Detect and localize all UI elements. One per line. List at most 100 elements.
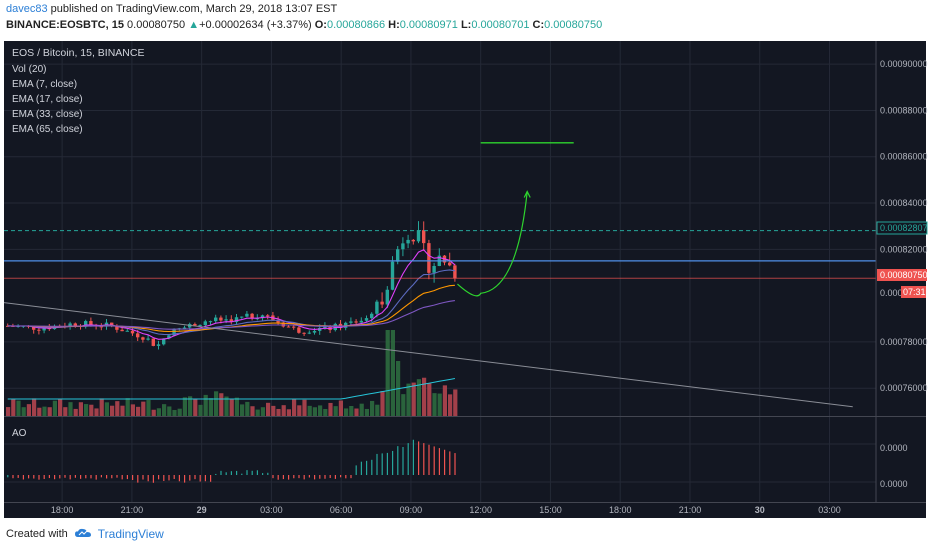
price-chart[interactable]: 0.00090000 0.00088000 0.00086000 0.00084000… (0, 37, 932, 521)
volume-bar (292, 399, 297, 416)
ao-bar (350, 475, 352, 479)
ao-bar (438, 448, 440, 475)
volume-bar (390, 330, 395, 416)
ao-bar (433, 446, 435, 475)
ao-axis: 0.0000 0.0000 (880, 443, 908, 489)
volume-bar (58, 398, 63, 416)
candle-body (84, 321, 88, 327)
ao-bar (106, 475, 108, 479)
volume-bar (349, 405, 354, 416)
ao-bar (64, 475, 66, 478)
candle-body (89, 321, 93, 325)
volume-bar (21, 407, 26, 416)
candle-body (42, 328, 46, 331)
candle-body (250, 313, 254, 319)
volume-bar (271, 405, 276, 416)
volume-bar (364, 408, 369, 416)
candle-body (260, 315, 265, 319)
candle-body (427, 243, 431, 273)
legend-item-ema7[interactable]: EMA (7, close) (12, 79, 77, 90)
ao-bar (251, 470, 253, 475)
candle-body (411, 239, 415, 242)
volume-bar (182, 397, 187, 416)
low-value: 0.00080701 (471, 19, 530, 31)
price-tick-label: 0.00088000 (880, 105, 928, 115)
price-tick-label: 0.00084000 (880, 198, 928, 208)
time-tick-label: 21:00 (679, 505, 702, 515)
candle-body (349, 321, 353, 323)
volume-ma-line (7, 378, 455, 400)
ao-bar (215, 473, 217, 475)
publish-info: davec83 published on TradingView.com, Ma… (6, 3, 337, 15)
ao-bar (277, 475, 279, 480)
ao-bar (376, 453, 378, 475)
candle-body (245, 313, 249, 317)
candle-body (234, 317, 239, 323)
legend-item-ema33[interactable]: EMA (33, close) (12, 109, 83, 120)
legend-item-vol[interactable]: Vol (20) (12, 64, 46, 75)
volume-bar (172, 409, 177, 416)
time-tick-label: 09:00 (400, 505, 423, 515)
price-tick-label: 0.00076000 (880, 383, 928, 393)
ao-bar (371, 459, 373, 475)
ao-bar (163, 475, 165, 481)
legend-item-ema17[interactable]: EMA (17, close) (12, 94, 83, 105)
candle-body (198, 325, 202, 327)
volume-bar (312, 407, 317, 416)
volume-bar (115, 401, 120, 416)
volume-bar (167, 406, 172, 416)
ao-bar (152, 475, 154, 483)
ao-bar (293, 475, 295, 479)
ao-bar (85, 475, 87, 479)
volume-bar (73, 408, 78, 416)
ao-bar (194, 475, 196, 480)
candle-body (136, 333, 140, 338)
candle-body (302, 332, 306, 334)
trendline (3, 302, 853, 408)
ao-bar (397, 446, 399, 475)
volume-bar (281, 405, 286, 416)
ao-bar (262, 473, 264, 475)
ao-bar (7, 475, 9, 478)
volume-bar (156, 408, 161, 416)
ao-bar (288, 475, 290, 480)
ao-bar (116, 475, 118, 478)
low-label: L: (460, 19, 472, 31)
volume-bar (42, 406, 47, 416)
candle-body (167, 335, 171, 339)
price-tick-label: 0.00078000 (880, 337, 928, 347)
ema-65-line (7, 300, 455, 330)
author-link[interactable]: davec83 (6, 3, 48, 15)
ao-histogram (7, 439, 456, 483)
tradingview-brand[interactable]: TradingView (97, 527, 164, 541)
ao-bar (412, 439, 414, 475)
volume-bar (84, 404, 89, 416)
legend-item-ema65[interactable]: EMA (65, close) (12, 124, 83, 135)
ao-label: AO (12, 428, 27, 439)
volume-bar (354, 408, 359, 416)
candle-body (146, 338, 150, 340)
time-tick-label: 03:00 (260, 505, 283, 515)
price-change: +0.00002634 (+3.37%) (199, 19, 312, 31)
volume-bar (141, 401, 146, 416)
ao-bar (386, 452, 388, 475)
projection-curve (457, 191, 528, 297)
volume-bar (177, 408, 182, 416)
ao-bar (54, 475, 56, 480)
ao-bar (90, 475, 92, 479)
last-price-tag (877, 269, 927, 281)
volume-bar (203, 394, 208, 416)
volume-bar (224, 396, 229, 416)
time-tick-label: 29 (197, 505, 207, 515)
volume-bar (68, 402, 73, 416)
volume-bar (276, 408, 281, 416)
volume-bar (286, 409, 291, 416)
volume-bar (63, 407, 68, 416)
ao-bar (59, 475, 61, 479)
ao-bar (178, 475, 180, 482)
ao-bar (48, 475, 50, 479)
bar-countdown: 07:31 (903, 287, 926, 297)
volume-bar (328, 402, 333, 416)
candle-body (156, 344, 161, 346)
ao-bar (407, 443, 409, 475)
